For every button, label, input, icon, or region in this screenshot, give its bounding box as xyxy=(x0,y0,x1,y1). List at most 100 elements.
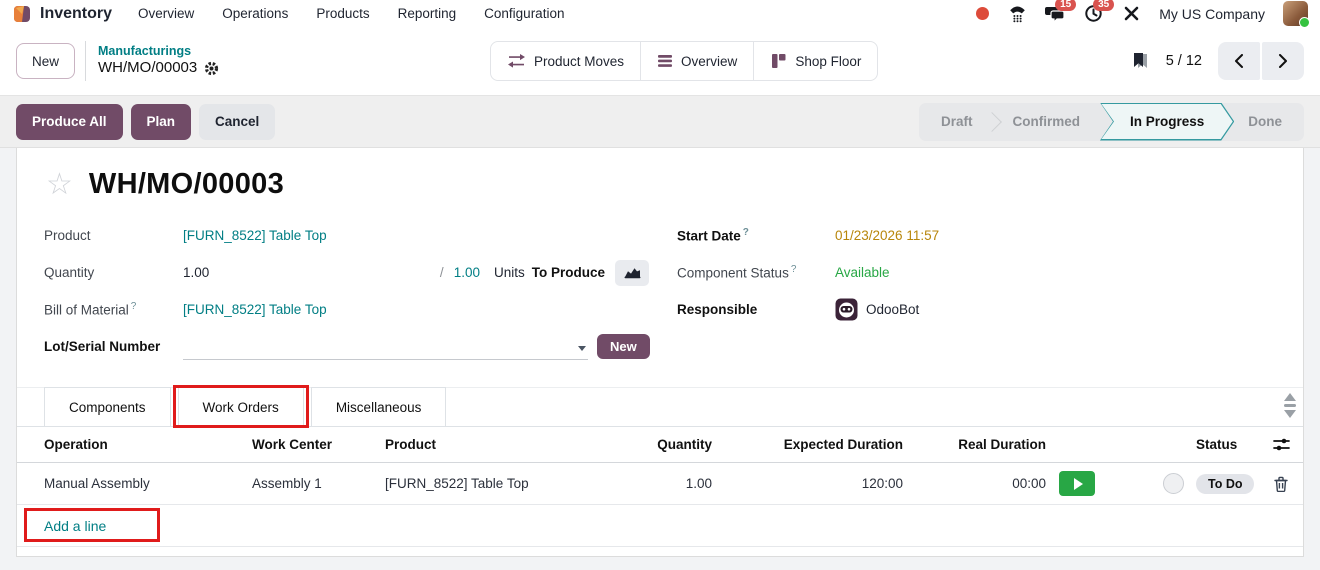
bom-label: Bill of Material xyxy=(44,302,129,318)
overview-button[interactable]: Overview xyxy=(641,42,755,80)
add-line-row: Add a line xyxy=(17,505,1303,547)
tab-work-orders[interactable]: Work Orders xyxy=(172,385,309,428)
forecast-chart-button[interactable] xyxy=(615,259,649,286)
quantity-total[interactable]: 1.00 xyxy=(453,265,480,280)
product-moves-button[interactable]: Product Moves xyxy=(491,42,642,80)
bom-help-icon[interactable]: ? xyxy=(130,301,137,313)
gear-icon[interactable] xyxy=(204,61,219,76)
status-badge[interactable]: To Do xyxy=(1196,473,1255,494)
top-navbar: Inventory Overview Operations Products R… xyxy=(0,0,1320,28)
header-real-duration[interactable]: Real Duration xyxy=(958,437,1046,452)
tab-components[interactable]: Components xyxy=(44,387,171,426)
status-step-confirmed[interactable]: Confirmed xyxy=(1012,114,1080,129)
header-work-center[interactable]: Work Center xyxy=(252,437,333,452)
pager-next-button[interactable] xyxy=(1262,42,1304,80)
cell-quantity[interactable]: 1.00 xyxy=(685,476,712,491)
scroll-up-icon[interactable] xyxy=(1284,393,1296,401)
field-lot-serial: Lot/Serial Number New xyxy=(44,328,666,365)
responsible-label: Responsible xyxy=(677,302,758,317)
recording-indicator-dot xyxy=(976,7,990,20)
area-chart-icon xyxy=(624,268,640,279)
voip-phone-icon[interactable] xyxy=(1007,4,1027,24)
activities-clock-icon[interactable]: 35 xyxy=(1083,0,1115,24)
component-status-value: Available xyxy=(835,265,890,280)
start-date-help-icon[interactable]: ? xyxy=(742,227,749,239)
component-status-help-icon[interactable]: ? xyxy=(790,264,797,276)
responsible-value[interactable]: OdooBot xyxy=(866,302,920,317)
breadcrumb-parent-link[interactable]: Manufacturings xyxy=(98,43,192,58)
table-row[interactable]: Manual Assembly Assembly 1 [FURN_8522] T… xyxy=(17,463,1303,505)
lot-new-button[interactable]: New xyxy=(597,334,650,359)
trash-icon xyxy=(1274,476,1288,492)
scroll-thumb xyxy=(1284,404,1296,407)
cancel-button[interactable]: Cancel xyxy=(199,103,276,140)
field-start-date: Start Date? 01/23/2026 11:57 xyxy=(677,217,1289,254)
quantity-units: Units xyxy=(493,265,525,280)
kanban-icon xyxy=(770,53,787,69)
status-step-in-progress[interactable]: In Progress xyxy=(1100,103,1234,141)
play-icon xyxy=(1073,477,1083,490)
quantity-input[interactable]: 1.00 xyxy=(183,265,210,280)
cell-expected-duration[interactable]: 120:00 xyxy=(861,476,903,491)
delete-row-button[interactable] xyxy=(1259,476,1303,492)
field-component-status: Component Status? Available xyxy=(677,254,1289,291)
cell-real-duration[interactable]: 00:00 xyxy=(1012,476,1046,491)
lot-label: Lot/Serial Number xyxy=(44,339,161,354)
tools-icon[interactable] xyxy=(1121,4,1141,24)
field-bill-of-material: Bill of Material? [FURN_8522] Table Top xyxy=(44,291,666,328)
menu-reporting[interactable]: Reporting xyxy=(397,6,457,21)
start-date-value[interactable]: 01/23/2026 11:57 xyxy=(835,228,940,243)
field-product: Product [FURN_8522] Table Top xyxy=(44,217,666,254)
scroll-hint-widget[interactable] xyxy=(1284,393,1296,418)
header-product[interactable]: Product xyxy=(385,437,437,452)
lot-serial-input[interactable] xyxy=(183,334,588,360)
start-work-order-button[interactable] xyxy=(1059,471,1095,496)
optional-columns-button[interactable] xyxy=(1259,437,1303,452)
pager-previous-button[interactable] xyxy=(1218,42,1260,80)
component-status-label: Component Status xyxy=(677,265,789,281)
activities-badge: 35 xyxy=(1093,0,1115,11)
bookmark-icon[interactable] xyxy=(1130,51,1150,71)
add-line-link[interactable]: Add a line xyxy=(44,517,107,534)
header-expected-duration[interactable]: Expected Duration xyxy=(783,437,903,452)
favorite-star-icon[interactable]: ☆ xyxy=(46,167,73,201)
product-label: Product xyxy=(44,228,91,243)
company-switcher[interactable]: My US Company xyxy=(1159,5,1265,22)
plan-button[interactable]: Plan xyxy=(130,103,192,140)
cell-operation[interactable]: Manual Assembly xyxy=(44,476,150,491)
start-date-label: Start Date xyxy=(677,228,741,244)
bom-value-link[interactable]: [FURN_8522] Table Top xyxy=(183,302,327,317)
action-bar: Produce All Plan Cancel Draft Confirmed … xyxy=(0,95,1320,148)
cell-product[interactable]: [FURN_8522] Table Top xyxy=(385,476,529,491)
sliders-icon xyxy=(1272,438,1290,451)
app-name[interactable]: Inventory xyxy=(40,4,113,22)
produce-all-button[interactable]: Produce All xyxy=(16,103,123,140)
shop-floor-button[interactable]: Shop Floor xyxy=(754,42,878,80)
page-title: WH/MO/00003 xyxy=(88,168,284,200)
assignee-avatar-placeholder[interactable] xyxy=(1163,473,1184,494)
header-quantity[interactable]: Quantity xyxy=(657,437,712,452)
cell-work-center[interactable]: Assembly 1 xyxy=(252,476,322,491)
app-logo-icon[interactable] xyxy=(12,4,32,24)
work-orders-table: Operation Work Center Product Quantity E… xyxy=(17,427,1303,547)
table-header-row: Operation Work Center Product Quantity E… xyxy=(17,427,1303,463)
product-value-link[interactable]: [FURN_8522] Table Top xyxy=(183,228,327,243)
header-operation[interactable]: Operation xyxy=(44,437,108,452)
breadcrumb: Manufacturings WH/MO/00003 xyxy=(98,44,219,78)
statusbar: Draft Confirmed In Progress Done xyxy=(918,102,1304,141)
list-icon xyxy=(657,54,673,68)
tab-miscellaneous[interactable]: Miscellaneous xyxy=(310,387,447,426)
scroll-down-icon[interactable] xyxy=(1284,409,1296,418)
status-step-draft[interactable]: Draft xyxy=(921,103,993,141)
header-status[interactable]: Status xyxy=(1196,437,1238,452)
odoobot-avatar xyxy=(835,298,858,321)
new-record-button[interactable]: New xyxy=(16,43,76,79)
messages-icon[interactable]: 15 xyxy=(1045,0,1077,24)
user-avatar[interactable] xyxy=(1283,1,1310,28)
menu-configuration[interactable]: Configuration xyxy=(484,6,565,21)
menu-operations[interactable]: Operations xyxy=(222,6,289,21)
form-sheet: ☆ WH/MO/00003 Product [FURN_8522] Table … xyxy=(16,148,1304,557)
status-step-done[interactable]: Done xyxy=(1248,114,1282,129)
menu-products[interactable]: Products xyxy=(316,6,370,21)
menu-overview[interactable]: Overview xyxy=(138,6,195,21)
